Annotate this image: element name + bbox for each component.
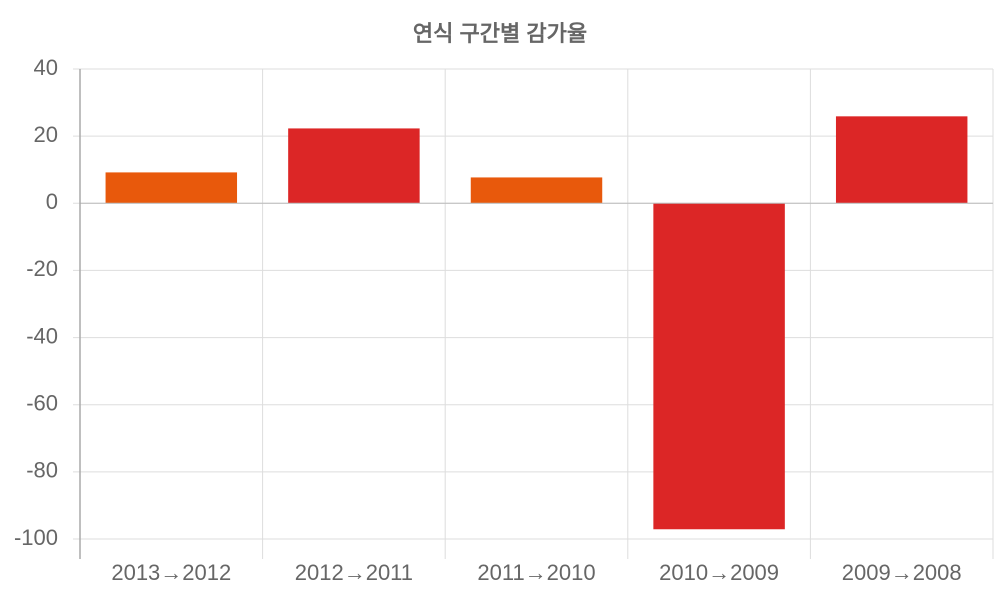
bar (470, 177, 603, 204)
bar (835, 116, 968, 204)
y-tick-label: -40 (26, 323, 58, 348)
y-tick-label: -100 (14, 525, 58, 550)
x-tick-label: 2010→2009 (659, 560, 779, 585)
bar (653, 203, 785, 530)
x-tick-label: 2013→2012 (111, 560, 231, 585)
bar (288, 128, 420, 204)
y-tick-label: -20 (26, 256, 58, 281)
x-tick-label: 2009→2008 (842, 560, 962, 585)
y-tick-label: 20 (34, 122, 58, 147)
x-tick-label: 2011→2010 (477, 560, 595, 585)
bar (105, 172, 238, 204)
y-tick-label: -80 (26, 458, 58, 483)
chart-title: 연식 구간별 감가율 (413, 21, 587, 46)
y-tick-label: -60 (26, 391, 58, 416)
y-tick-label: 0 (46, 189, 58, 214)
y-tick-label: 40 (34, 55, 58, 80)
x-tick-label: 2012→2011 (295, 560, 413, 585)
